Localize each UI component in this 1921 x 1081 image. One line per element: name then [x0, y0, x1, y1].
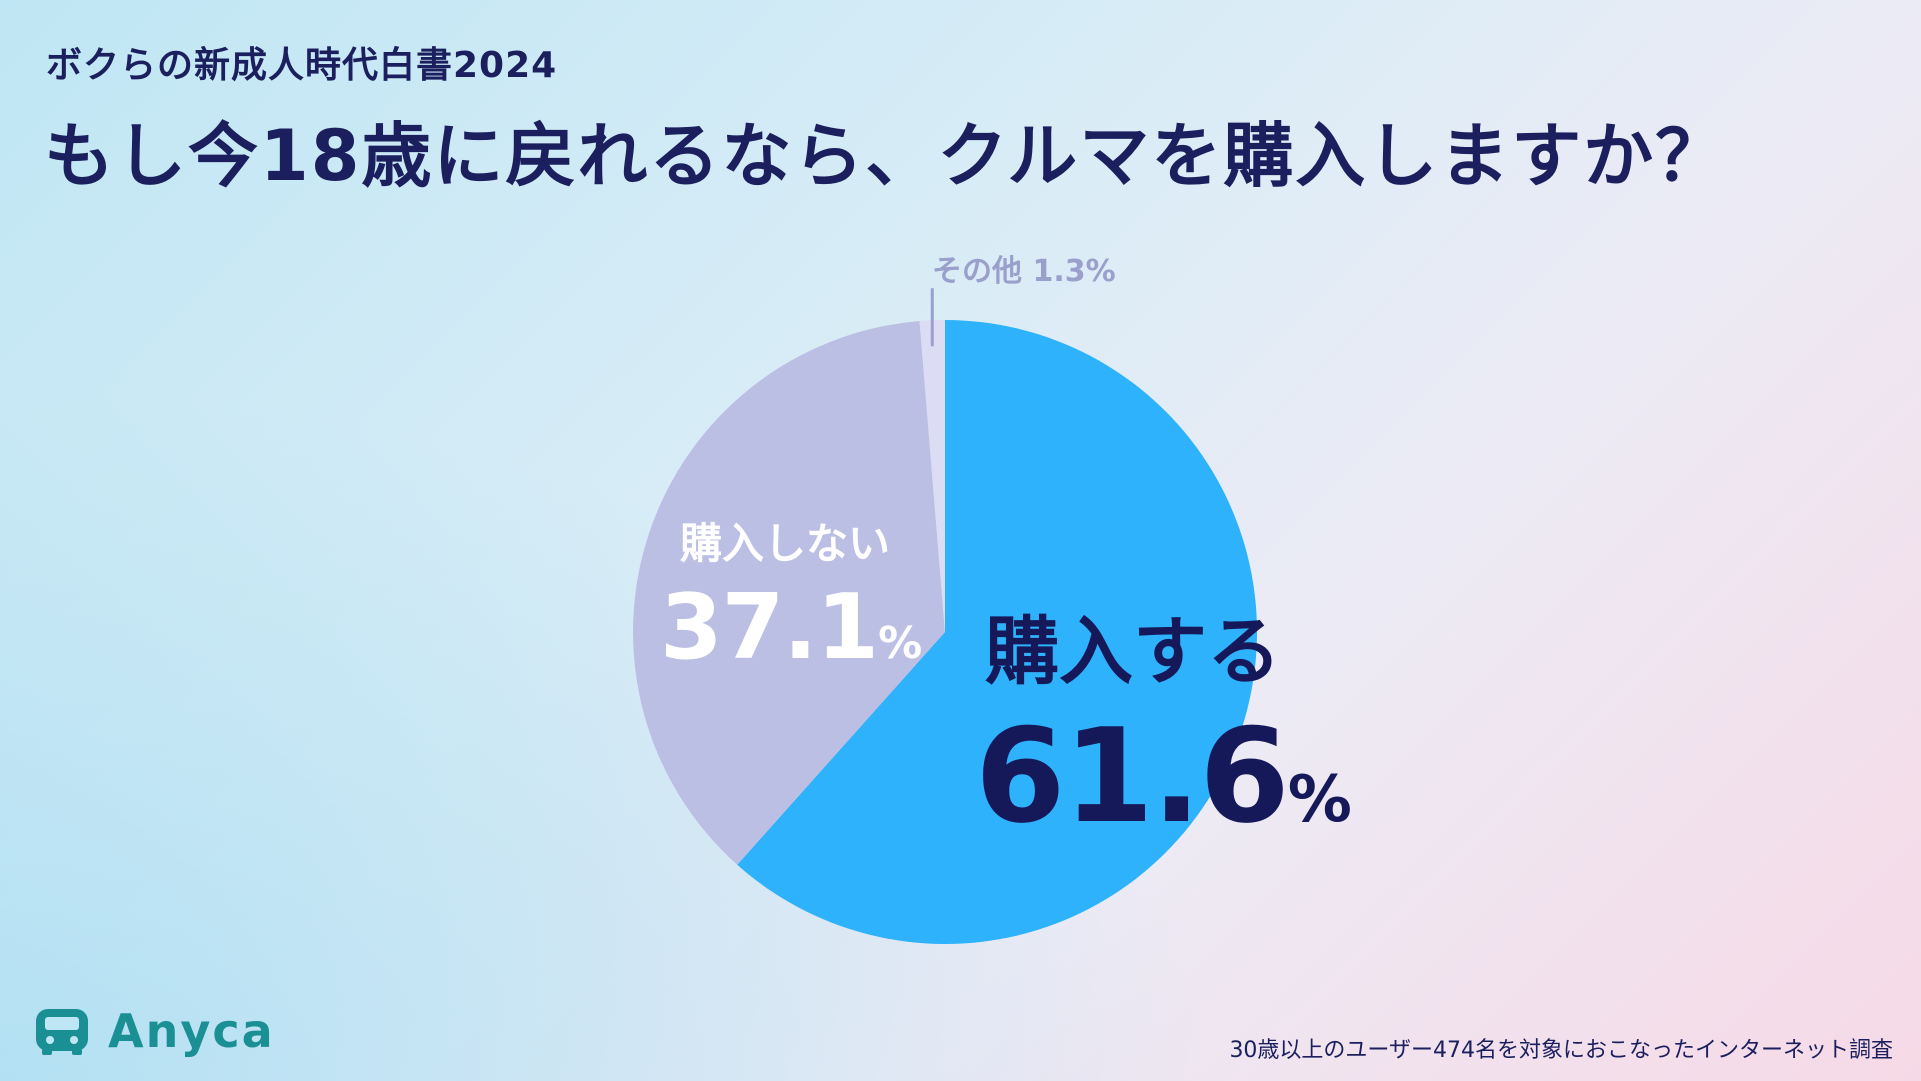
slice-value-not-buy: 37.1% — [660, 575, 922, 680]
value-buy: 61.6 — [975, 700, 1290, 852]
slice-label-buy: 購入する — [985, 609, 1281, 695]
value-not-buy: 37.1 — [660, 575, 879, 680]
car-icon — [36, 1009, 88, 1055]
slice-other — [919, 320, 945, 632]
slice-label-not-buy: 購入しない — [680, 519, 891, 568]
slice-not-buy — [633, 321, 945, 865]
slice-buy — [737, 320, 1258, 944]
page-title: もし今18歳に戻れるなら、クルマを購入しますか？ — [44, 115, 1728, 197]
brand-name: Anyca — [108, 1004, 275, 1058]
survey-footnote: 30歳以上のユーザー474名を対象におこなったインターネット調査 — [1229, 1038, 1893, 1063]
slice-label-other: その他 1.3% — [932, 254, 1116, 289]
page-subtitle: ボクらの新成人時代白書2024 — [46, 45, 558, 86]
slice-value-buy: 61.6% — [975, 700, 1352, 852]
unit-not-buy: % — [878, 618, 922, 669]
unit-buy: % — [1287, 763, 1352, 837]
brand-logo: Anyca — [34, 1000, 275, 1062]
